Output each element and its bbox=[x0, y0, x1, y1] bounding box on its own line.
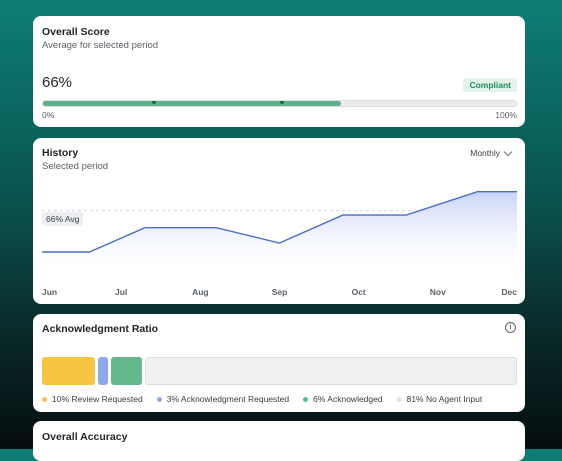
history-subtitle: Selected period bbox=[42, 161, 109, 172]
legend-label: 3% Acknowledgment Requested bbox=[166, 394, 290, 404]
legend-dot-icon bbox=[396, 396, 402, 402]
acknowledgment-segment[interactable] bbox=[97, 357, 109, 385]
legend-label: 81% No Agent Input bbox=[406, 394, 483, 404]
x-axis-label: Dec bbox=[501, 287, 517, 297]
score-progress-bar bbox=[42, 100, 517, 107]
period-dropdown-value: Monthly bbox=[470, 148, 500, 158]
average-label: 66% Avg bbox=[42, 212, 84, 226]
progress-min-label: 0% bbox=[42, 110, 55, 120]
acknowledgment-legend: 10% Review Requested 3% Acknowledgment Re… bbox=[42, 394, 482, 404]
acknowledgment-ratio-card: Acknowledgment Ratio i 10% Review Reques… bbox=[33, 314, 525, 412]
overall-score-title: Overall Score bbox=[42, 26, 110, 38]
history-title: History bbox=[42, 147, 79, 159]
legend-label: 10% Review Requested bbox=[52, 394, 143, 404]
compliance-badge: Compliant bbox=[463, 78, 517, 92]
overall-accuracy-title: Overall Accuracy bbox=[42, 431, 128, 443]
legend-label: 6% Acknowledged bbox=[313, 394, 383, 404]
history-line bbox=[42, 191, 517, 253]
legend-item: 3% Acknowledgment Requested bbox=[156, 394, 290, 404]
legend-dot-icon bbox=[42, 396, 47, 402]
acknowledgment-segment[interactable] bbox=[42, 357, 95, 385]
legend-dot-icon bbox=[303, 396, 309, 402]
overall-score-subtitle: Average for selected period bbox=[42, 40, 159, 51]
acknowledgment-segment[interactable] bbox=[144, 357, 517, 385]
acknowledgment-bar bbox=[42, 357, 517, 385]
progress-max-label: 100% bbox=[495, 110, 517, 120]
acknowledgment-segment[interactable] bbox=[111, 357, 142, 385]
overall-score-card: Overall Score Average for selected perio… bbox=[33, 16, 525, 127]
score-progress-fill bbox=[43, 101, 341, 106]
history-chart: Jun Jul Aug Sep Oct Nov Dec bbox=[42, 191, 517, 297]
acknowledgment-ratio-title: Acknowledgment Ratio bbox=[42, 323, 159, 335]
legend-item: 6% Acknowledged bbox=[303, 394, 383, 404]
x-axis-label: Nov bbox=[430, 287, 446, 297]
legend-item: 10% Review Requested bbox=[42, 394, 143, 404]
period-dropdown[interactable]: Monthly bbox=[470, 147, 513, 158]
x-axis-label: Sep bbox=[272, 287, 288, 297]
chevron-down-icon bbox=[503, 147, 513, 156]
x-axis-label: Aug bbox=[192, 287, 209, 297]
legend-item: 81% No Agent Input bbox=[396, 394, 483, 404]
x-axis-label: Jun bbox=[42, 287, 57, 297]
progress-marker bbox=[279, 101, 284, 104]
overall-accuracy-card: Overall Accuracy bbox=[33, 421, 525, 461]
history-area bbox=[42, 191, 517, 270]
overall-score-value: 66% bbox=[42, 74, 73, 91]
history-card: Jun Jul Aug Sep Oct Nov Dec History Selected p… bbox=[33, 138, 525, 304]
legend-dot-icon bbox=[156, 396, 162, 402]
progress-marker bbox=[151, 101, 156, 104]
x-axis-label: Oct bbox=[352, 287, 366, 297]
x-axis-label: Jul bbox=[115, 287, 127, 297]
info-icon[interactable]: i bbox=[505, 322, 516, 333]
